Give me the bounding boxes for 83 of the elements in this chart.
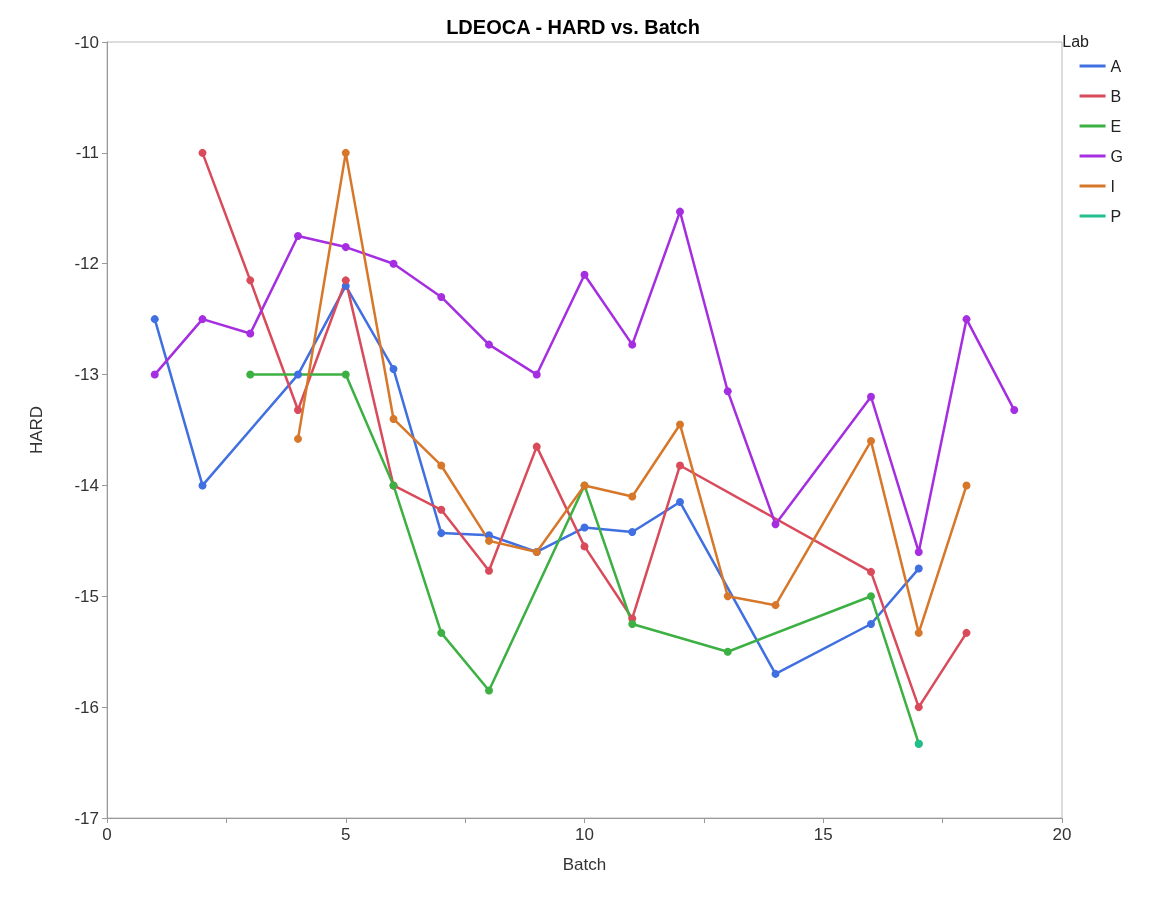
point [437, 529, 446, 538]
point [771, 601, 780, 610]
point [246, 370, 255, 379]
x-tick-label: 5 [341, 825, 351, 844]
legend-label: P [1110, 207, 1122, 225]
x-tick-label: 20 [1052, 825, 1072, 844]
point [771, 520, 780, 529]
point [914, 628, 923, 637]
point [914, 703, 923, 712]
y-tick-label: -17 [74, 808, 99, 828]
point [962, 481, 971, 490]
point [341, 243, 350, 252]
point [962, 315, 971, 324]
point [485, 566, 493, 575]
y-tick-label: -14 [74, 475, 99, 495]
x-tick-label: 10 [575, 825, 594, 844]
legend-label: I [1110, 177, 1116, 195]
point [389, 414, 398, 423]
point [150, 370, 159, 379]
point [580, 542, 589, 551]
point [198, 315, 207, 324]
point [341, 370, 350, 379]
legend-title: Lab [1062, 32, 1090, 50]
point [962, 628, 971, 637]
x-axis-title: Batch [562, 855, 607, 874]
point [294, 406, 302, 415]
point [867, 567, 875, 576]
point [198, 148, 207, 157]
point [341, 276, 350, 285]
point [246, 329, 255, 338]
point [437, 628, 446, 637]
point [580, 523, 589, 532]
legend-label: G [1110, 147, 1124, 165]
point [532, 370, 541, 379]
y-tick-label: -12 [74, 254, 99, 274]
point [867, 620, 875, 628]
point [246, 276, 255, 285]
point [485, 686, 493, 695]
point [676, 498, 684, 507]
point [867, 592, 875, 601]
point [198, 481, 207, 490]
point [580, 270, 589, 279]
point [341, 148, 350, 157]
point [1010, 406, 1019, 415]
point [294, 434, 302, 443]
y-tick-label: -16 [74, 697, 99, 717]
point [150, 315, 159, 324]
point [628, 527, 637, 536]
y-tick-label: -10 [74, 32, 99, 52]
point [676, 461, 684, 470]
point [628, 340, 637, 349]
point [437, 292, 446, 301]
point [676, 420, 684, 429]
point [771, 669, 780, 678]
chart-title: LDEOCA - HARD vs. Batch [446, 16, 700, 38]
point [532, 442, 541, 451]
point [914, 547, 923, 556]
point [867, 392, 875, 401]
x-tick-label: 0 [102, 825, 112, 844]
y-axis-title: HARD [27, 405, 46, 455]
point [628, 492, 637, 501]
point [294, 232, 302, 240]
y-tick-label: -15 [74, 586, 99, 606]
point [294, 370, 302, 379]
y-tick-label: -13 [74, 365, 99, 385]
point [437, 505, 446, 514]
point [914, 564, 923, 573]
point [389, 259, 398, 268]
y-tick-label: -11 [75, 143, 99, 163]
point [723, 592, 732, 601]
legend-label: A [1110, 57, 1122, 75]
point [389, 365, 398, 374]
legend-label: B [1110, 87, 1122, 105]
point [723, 387, 732, 396]
point [437, 461, 446, 470]
point [628, 620, 637, 628]
point [485, 536, 493, 545]
point [676, 207, 684, 216]
legend-label: E [1110, 117, 1122, 135]
x-tick-label: 15 [813, 825, 833, 844]
point [485, 340, 493, 349]
point [867, 437, 875, 446]
point [723, 647, 732, 656]
